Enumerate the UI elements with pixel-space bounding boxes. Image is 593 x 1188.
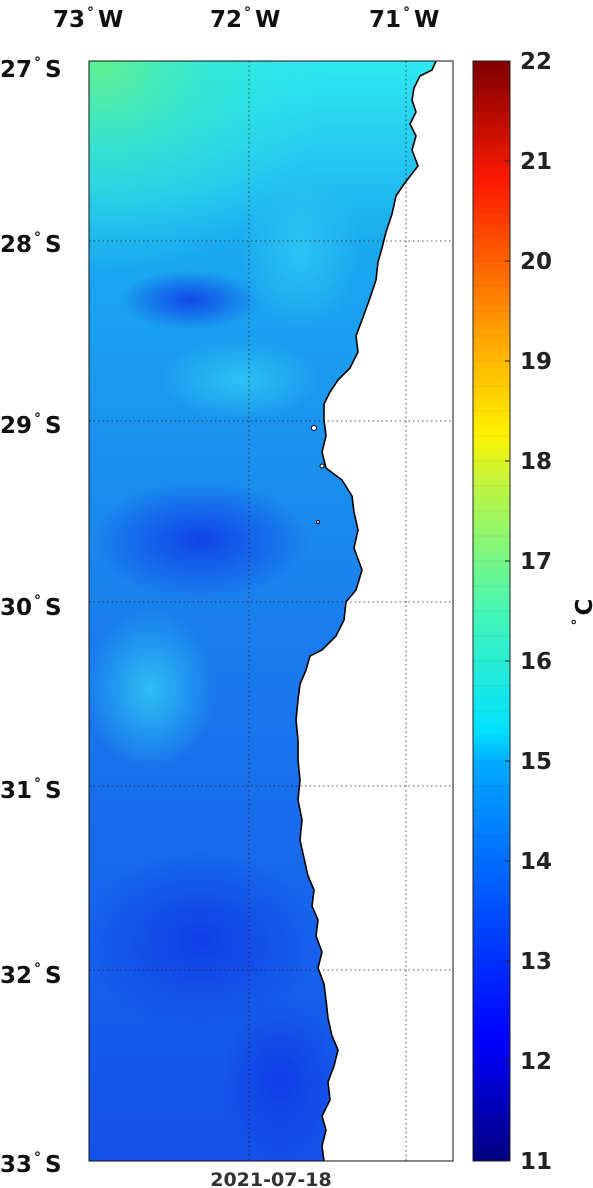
colorbar-tick-label: 19 [520, 349, 552, 375]
colorbar-gradient [473, 61, 510, 1161]
graticule [89, 61, 453, 1161]
colorbar-tick-label: 15 [520, 749, 552, 775]
colorbar-bands [473, 85, 510, 1137]
lat-tick-label: 30 ° S [0, 593, 62, 621]
colorbar-tick-label: 22 [520, 49, 552, 75]
colorbar-ticks [505, 60, 510, 1162]
island [316, 520, 320, 524]
lat-tick-labels: 27 ° S 28 ° S 29 ° S 30 ° S 31 ° S 32 ° S 33 ° S [0, 55, 62, 1178]
island [311, 425, 317, 431]
plot-frame [88, 60, 454, 1162]
colorbar-tick-label: 14 [520, 849, 552, 875]
colorbar-unit: °C [570, 599, 593, 626]
colorbar-tick-label: 20 [520, 249, 552, 275]
colorbar-frame [472, 60, 511, 1162]
colorbar-tick-label: 21 [520, 149, 552, 175]
colorbar-tick-label: 13 [520, 949, 552, 975]
light-water-patch [240, 170, 360, 330]
light-water-patch [160, 340, 320, 420]
cool-water-patch [120, 270, 260, 330]
colorbar-labels: 11 12 13 14 15 16 17 18 19 20 21 22 [520, 49, 552, 1175]
colorbar-tick-label: 17 [520, 549, 552, 575]
lon-tick-label: 72 ° W [210, 5, 280, 33]
map-plot-area [89, 61, 453, 1161]
colorbar: 11 12 13 14 15 16 17 18 19 20 21 22 °C [472, 49, 593, 1175]
lon-tick-label: 73 ° W [53, 5, 123, 33]
lon-tick-labels: 73 ° W 72 ° W 71 ° W [53, 5, 439, 33]
island [319, 463, 325, 469]
lat-tick-label: 33 ° S [0, 1150, 62, 1178]
colorbar-tick-label: 12 [520, 1049, 552, 1075]
date-label: 2021-07-18 [210, 1169, 332, 1188]
light-water-patch [89, 610, 215, 770]
lat-tick-label: 32 ° S [0, 961, 62, 989]
colorbar-tick-label: 16 [520, 649, 552, 675]
cool-water-patch [90, 480, 310, 600]
cool-water-patch [89, 850, 320, 1030]
colorbar-tick-label: 11 [520, 1149, 552, 1175]
lat-tick-label: 27 ° S [0, 55, 62, 83]
land-mask [296, 61, 453, 1161]
coastline [295, 61, 437, 1161]
lat-tick-label: 31 ° S [0, 776, 62, 804]
lat-tick-label: 29 ° S [0, 411, 62, 439]
lat-tick-label: 28 ° S [0, 230, 62, 258]
colorbar-tick-label: 18 [520, 449, 552, 475]
cool-water-patch [220, 1000, 340, 1160]
lon-tick-label: 71 ° W [369, 5, 439, 33]
